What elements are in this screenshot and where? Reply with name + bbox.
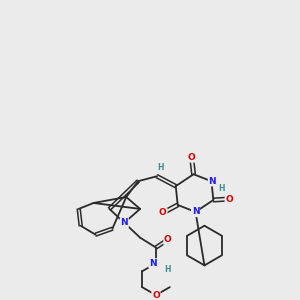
Text: H: H [218,184,224,193]
Text: O: O [159,208,167,217]
Text: H: H [165,265,171,274]
Text: O: O [152,291,160,300]
Text: N: N [208,177,216,186]
Text: O: O [164,235,172,244]
Text: O: O [225,194,233,203]
Text: N: N [192,207,200,216]
Text: H: H [158,163,164,172]
Text: N: N [120,218,128,227]
Text: O: O [188,153,196,162]
Text: N: N [149,259,157,268]
